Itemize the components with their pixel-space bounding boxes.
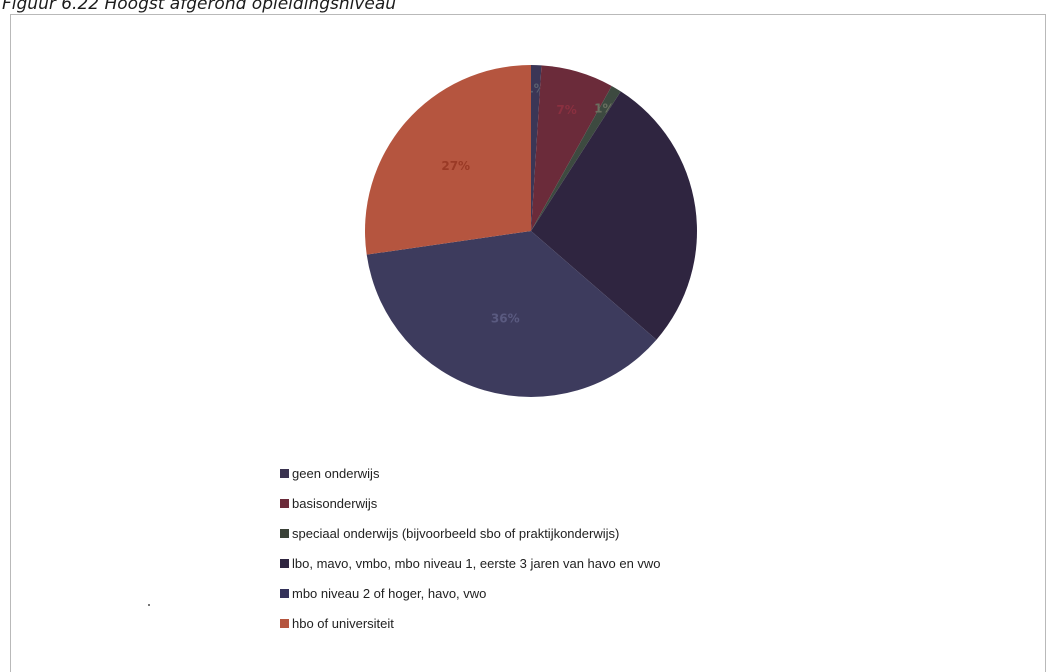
legend-swatch	[280, 588, 289, 598]
legend-label: mbo niveau 2 of hoger, havo, vwo	[292, 585, 487, 601]
legend-label: lbo, mavo, vmbo, mbo niveau 1, eerste 3 …	[292, 555, 661, 571]
legend-item-geen-onderwijs: geen onderwijs	[280, 458, 661, 488]
legend-item-hbo-universiteit: hbo of universiteit	[280, 608, 661, 638]
legend-item-basisonderwijs: basisonderwijs	[280, 488, 661, 518]
legend-item-speciaal-onderwijs: speciaal onderwijs (bijvoorbeeld sbo of …	[280, 518, 661, 548]
pie-slice-basisonderwijs	[531, 65, 612, 231]
legend-swatch	[280, 498, 289, 508]
figure-title: Figuur 6.22 Hoogst afgerond opleidingsni…	[2, 0, 397, 14]
pie-slice-mbo-havo-vwo	[366, 231, 657, 397]
legend-item-lbo-mavo-vmbo: lbo, mavo, vmbo, mbo niveau 1, eerste 3 …	[280, 548, 661, 578]
pie-slice-speciaal-onderwijs	[531, 85, 621, 231]
legend-label: hbo of universiteit	[292, 615, 394, 631]
pie-slice-lbo-mavo-vmbo	[531, 91, 697, 340]
pie-slice-geen-onderwijs	[531, 65, 542, 231]
legend-swatch	[280, 558, 289, 568]
data-label-basisonderwijs: 7%	[556, 103, 576, 117]
legend-swatch	[280, 528, 289, 538]
chart-legend: geen onderwijs basisonderwijs speciaal o…	[280, 458, 661, 638]
legend-swatch	[280, 618, 289, 628]
legend-label: speciaal onderwijs (bijvoorbeeld sbo of …	[292, 525, 620, 541]
legend-label: geen onderwijs	[292, 465, 380, 481]
legend-item-mbo-havo-vwo: mbo niveau 2 of hoger, havo, vwo	[280, 578, 661, 608]
data-label-hbo-universiteit: 27%	[441, 159, 470, 173]
legend-label: basisonderwijs	[292, 495, 378, 511]
scan-speck	[148, 604, 150, 606]
data-label-mbo-havo-vwo: 36%	[491, 312, 520, 326]
legend-swatch	[280, 468, 289, 478]
pie-slice-hbo-universiteit	[365, 65, 531, 255]
